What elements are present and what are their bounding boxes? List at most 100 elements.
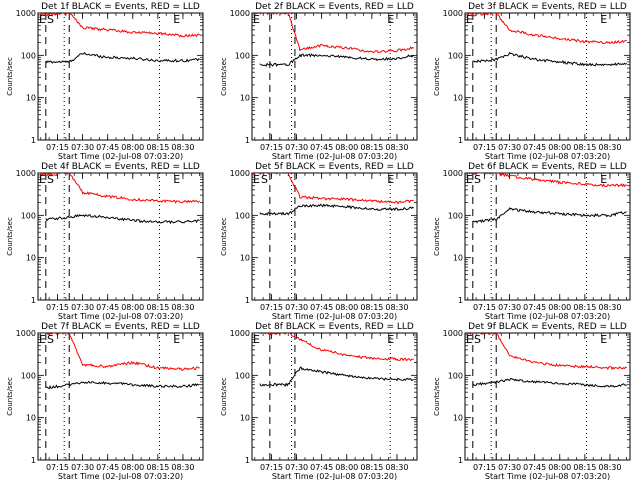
flag-label: S (47, 333, 54, 346)
lld-series-line (253, 333, 414, 362)
y-axis-label: Counts/sec (433, 57, 441, 96)
x-axis-label: Start Time (02-Jul-08 07:03:20) (58, 312, 183, 321)
x-axis-label: Start Time (02-Jul-08 07:03:20) (272, 312, 397, 321)
y-axis-label: Counts/sec (220, 217, 228, 256)
y-axis-ticks (252, 334, 417, 448)
events-series-line (45, 52, 200, 64)
events-series-line (259, 203, 414, 216)
y-axis-ticks (465, 174, 630, 288)
x-tick-label: 07:15 (260, 463, 283, 472)
x-tick-label: 07:45 (310, 303, 333, 312)
plot-frame (37, 12, 204, 141)
flag-label: E (173, 173, 180, 186)
x-tick-label: 08:00 (548, 463, 571, 472)
y-tick-label: 1 (31, 456, 36, 465)
events-series-line (259, 53, 415, 67)
x-tick-label: 07:30 (71, 143, 94, 152)
y-tick-label: 100 (448, 51, 463, 60)
y-tick-label: 1000 (443, 9, 463, 18)
y-axis-ticks (465, 334, 630, 448)
panel-title: Det 2f BLACK = Events, RED = LLD (255, 2, 414, 12)
x-tick-label: 07:30 (498, 463, 521, 472)
panel-title: Det 7f BLACK = Events, RED = LLD (41, 322, 200, 332)
y-tick-label: 1 (31, 136, 36, 145)
panel-title: Det 8f BLACK = Events, RED = LLD (255, 322, 414, 332)
x-tick-label: 08:15 (146, 143, 169, 152)
lld-series-line (39, 333, 200, 371)
flag-label: S (474, 173, 481, 186)
y-tick-label: 10 (26, 254, 36, 263)
y-tick-label: 1000 (230, 329, 250, 338)
plot-frame (464, 332, 631, 461)
x-tick-label: 07:15 (260, 303, 283, 312)
y-tick-label: 100 (235, 51, 250, 60)
y-axis-label: Counts/sec (6, 57, 14, 96)
y-axis-label: Counts/sec (220, 377, 228, 416)
flag-label: S (47, 13, 54, 26)
x-tick-label: 07:45 (310, 463, 333, 472)
x-tick-label: 08:30 (598, 303, 621, 312)
x-axis-label: Start Time (02-Jul-08 07:03:20) (272, 152, 397, 161)
x-tick-label: 08:30 (385, 303, 408, 312)
panel-det-5: Det 5f BLACK = Events, RED = LLD 1 10 100 10… (220, 162, 418, 321)
x-tick-label: 08:30 (171, 143, 194, 152)
flag-label: E (173, 13, 180, 26)
x-tick-label: 08:15 (573, 463, 596, 472)
flag-label: S (474, 333, 481, 346)
x-tick-label: 07:45 (96, 463, 119, 472)
plot-frame (251, 12, 418, 141)
x-tick-label: 08:00 (121, 143, 144, 152)
events-series-line (259, 366, 414, 387)
plot-frame (464, 12, 631, 141)
y-axis-label: Counts/sec (433, 377, 441, 416)
x-axis-label: Start Time (02-Jul-08 07:03:20) (485, 472, 610, 480)
x-tick-label: 07:15 (260, 143, 283, 152)
lld-series-line (465, 173, 627, 188)
y-tick-label: 100 (235, 211, 250, 220)
y-tick-label: 1 (458, 136, 463, 145)
x-tick-label: 08:15 (573, 303, 596, 312)
x-tick-label: 08:15 (146, 303, 169, 312)
y-tick-label: 10 (26, 94, 36, 103)
panel-det-9: Det 9f BLACK = Events, RED = LLD 1 10 100 10… (433, 322, 631, 480)
lld-series-line (252, 13, 414, 54)
x-tick-label: 08:00 (548, 143, 571, 152)
plot-frame (37, 332, 204, 461)
y-tick-label: 1000 (16, 169, 36, 178)
y-tick-label: 1000 (16, 329, 36, 338)
panel-det-2: Det 2f BLACK = Events, RED = LLD 1 10 100 10… (220, 2, 418, 161)
lld-series-line (465, 333, 627, 371)
plot-frame (251, 332, 418, 461)
panel-title: Det 6f BLACK = Events, RED = LLD (468, 162, 627, 172)
flag-label: E (600, 173, 607, 186)
flag-label: E (466, 333, 473, 346)
y-tick-label: 1 (458, 456, 463, 465)
flag-label: E (253, 333, 260, 346)
flag-label: E (466, 13, 473, 26)
x-tick-label: 07:30 (498, 303, 521, 312)
events-series-line (472, 207, 627, 224)
x-tick-label: 07:30 (285, 143, 308, 152)
y-tick-label: 10 (240, 414, 250, 423)
y-tick-label: 1000 (230, 9, 250, 18)
flag-label: E (466, 173, 473, 186)
x-tick-label: 08:00 (335, 303, 358, 312)
x-tick-label: 08:00 (548, 303, 571, 312)
x-tick-label: 07:15 (46, 143, 69, 152)
x-tick-label: 08:30 (171, 463, 194, 472)
y-tick-label: 1000 (230, 169, 250, 178)
panel-title: Det 1f BLACK = Events, RED = LLD (41, 2, 200, 12)
x-axis-label: Start Time (02-Jul-08 07:03:20) (58, 152, 183, 161)
flag-label: E (600, 333, 607, 346)
x-axis-label: Start Time (02-Jul-08 07:03:20) (485, 312, 610, 321)
x-tick-label: 07:45 (96, 303, 119, 312)
x-tick-label: 08:15 (360, 143, 383, 152)
panel-det-8: Det 8f BLACK = Events, RED = LLD 1 10 100 10… (220, 322, 418, 480)
y-tick-label: 1 (31, 296, 36, 305)
y-tick-label: 10 (453, 94, 463, 103)
flag-label: S (47, 173, 54, 186)
flag-label: E (253, 173, 260, 186)
x-tick-label: 07:45 (523, 143, 546, 152)
x-axis-label: Start Time (02-Jul-08 07:03:20) (58, 472, 183, 480)
x-tick-label: 07:30 (498, 143, 521, 152)
